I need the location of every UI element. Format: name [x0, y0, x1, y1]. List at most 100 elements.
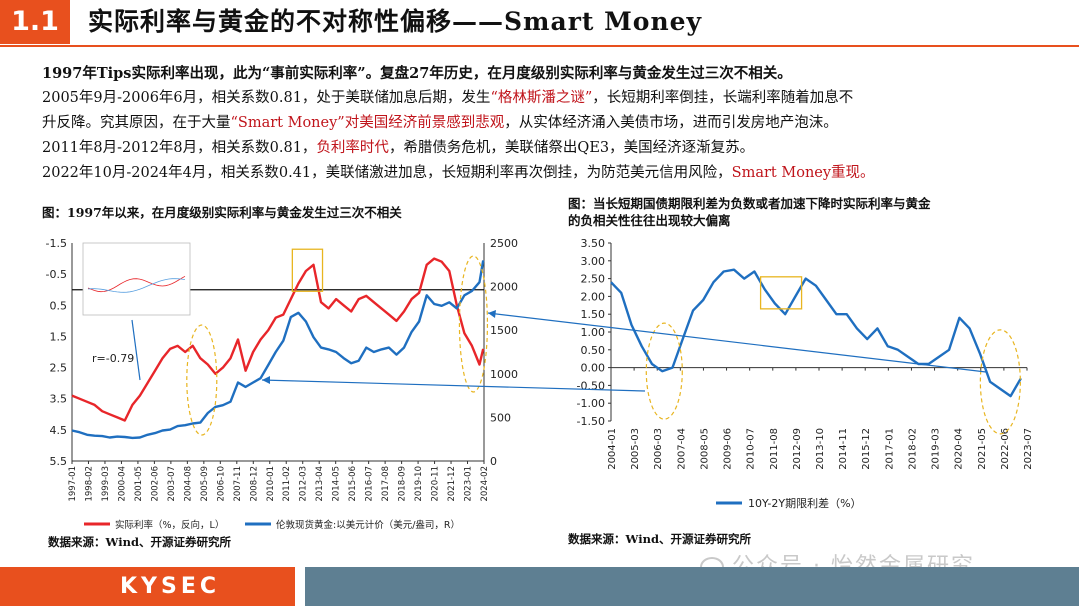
right-chart-source: 数据来源：Wind、开源证券研究所 [568, 532, 751, 546]
y-tick-label: -0.50 [577, 379, 605, 392]
y-tick-label: 1.50 [581, 308, 606, 321]
right-y-tick: 2000 [490, 281, 518, 294]
kysec-logo: KYSEC [0, 567, 295, 606]
x-tick-label: 2012-09 [792, 428, 803, 470]
x-tick-label: 2021-05 [977, 428, 988, 470]
gold-price-line [71, 260, 485, 440]
slide-header: 1.1 实际利率与黄金的不对称性偏移——Smart Money [0, 0, 1079, 47]
y-tick-label: 0.50 [581, 344, 606, 357]
x-tick-label: 2024-02 [480, 466, 490, 502]
left-y-tick: 0.5 [50, 299, 68, 312]
x-tick-label: 2018-09 [398, 466, 408, 502]
left-y-tick: -0.5 [46, 268, 67, 281]
body-line-4: 2011年8月-2012年8月，相关系数0.81，负利率时代，希腊债务危机，美联… [42, 140, 755, 156]
x-tick-label: 2014-05 [332, 466, 342, 502]
footer-bar [305, 567, 1079, 606]
right-y-tick: 1500 [490, 324, 518, 337]
x-tick-label: 2018-02 [907, 428, 918, 470]
highlight-ellipse-2005 [186, 324, 218, 436]
x-tick-label: 1999-03 [101, 466, 111, 502]
right-chart: 3.50 3.00 2.50 2.00 1.50 1.00 0.50 0.00 -0.50 -1.… [577, 237, 1034, 510]
x-tick-label: 2017-01 [884, 428, 895, 470]
x-tick-label: 2008-12 [249, 466, 259, 502]
right-y-tick: 2500 [490, 237, 518, 250]
highlight-ellipse-2023 [458, 255, 489, 393]
body-line-1: 1997年Tips实际利率出现，此为“事前实际利率”。复盘27年历史，在月度级别… [42, 65, 792, 82]
real-rate-line [71, 257, 485, 422]
arrowhead-2022 [488, 310, 496, 318]
y-tick-label: 3.00 [581, 255, 606, 268]
x-tick-label: 2004-01 [607, 428, 618, 470]
y-tick-label: 0.00 [581, 362, 606, 375]
term-spread-line [610, 268, 1022, 398]
slide-title: 实际利率与黄金的不对称性偏移——Smart Money [88, 7, 703, 36]
x-tick-label: 2015-06 [348, 466, 358, 502]
connector-arrow-2022 [487, 312, 987, 373]
x-tick-label: 2005-03 [630, 428, 641, 470]
x-tick-label: 2013-10 [815, 428, 826, 470]
inset-blue-line [87, 278, 186, 293]
inset-red-line [87, 275, 186, 293]
x-tick-label: 2007-11 [233, 466, 243, 502]
x-tick-label: 2016-07 [365, 466, 375, 502]
x-tick-label: 2005-09 [200, 466, 210, 502]
left-y-tick: 3.5 [50, 393, 68, 406]
x-tick-label: 2011-08 [769, 428, 780, 470]
x-tick-label: 2020-04 [954, 428, 965, 470]
x-tick-label: 2006-03 [653, 428, 664, 470]
highlight-smart-money-return: Smart Money重现。 [731, 165, 875, 181]
x-tick-label: 2004-08 [183, 466, 193, 502]
x-tick-label: 2009-06 [723, 428, 734, 470]
x-tick-label: 2007-04 [676, 428, 687, 470]
left-y-tick: 2.5 [50, 362, 68, 375]
x-tick-label: 2020-11 [431, 466, 441, 502]
legend-spread-label: 10Y-2Y期限利差（%） [748, 496, 862, 510]
x-tick-label: 2003-07 [167, 466, 177, 502]
header-divider [0, 45, 1079, 47]
highlight-ellipse-2023 [979, 329, 1021, 435]
x-tick-label: 2015-12 [861, 428, 872, 470]
y-tick-label: -1.50 [577, 415, 605, 428]
body-line-2: 2005年9月-2006年6月，相关系数0.81，处于美联储加息后期，发生“格林… [42, 90, 854, 106]
y-tick-label: 2.00 [581, 290, 606, 303]
left-y-tick: 1.5 [50, 330, 68, 343]
x-tick-label: 2010-01 [266, 466, 276, 502]
highlight-smart-money: “Smart Money”对美国经济前景感到悲观 [230, 115, 505, 131]
x-tick-label: 2022-06 [1000, 428, 1011, 470]
right-chart-caption-2: 的负相关性往往出现较大偏离 [568, 213, 731, 228]
highlight-ellipse-2006 [645, 322, 683, 420]
x-tick-label: 2017-08 [381, 466, 391, 502]
left-chart-caption: 图：1997年以来，在月度级别实际利率与黄金发生过三次不相关 [42, 205, 402, 220]
left-chart-source: 数据来源：Wind、开源证券研究所 [48, 535, 231, 549]
x-tick-label: 2011-02 [282, 466, 292, 502]
x-tick-label: 2000-04 [117, 466, 127, 502]
left-y-tick: -1.5 [46, 237, 67, 250]
x-tick-label: 2001-05 [134, 466, 144, 502]
x-tick-label: 2019-10 [414, 466, 424, 502]
section-number: 1.1 [0, 0, 70, 44]
x-tick-label: 1998-02 [84, 466, 94, 502]
highlight-box-2012 [759, 276, 803, 310]
y-tick-label: 3.50 [581, 237, 606, 250]
y-tick-label: 2.50 [581, 273, 606, 286]
inset-correlation-label: r=-0.79 [92, 352, 134, 365]
right-y-tick: 500 [490, 411, 511, 424]
legend-real-rate-label: 实际利率（%，反向，L） [115, 519, 224, 531]
footer: KYSEC [0, 567, 1079, 606]
y-tick-label: -1.00 [577, 397, 605, 410]
connector-arrow-2005 [261, 379, 646, 392]
x-tick-label: 2013-04 [315, 466, 325, 502]
x-tick-label: 2014-11 [838, 428, 849, 470]
x-tick-label: 2023-01 [464, 466, 474, 502]
left-y-tick: 4.5 [50, 424, 68, 437]
left-chart: -1.5 -0.5 0.5 1.5 2.5 3.5 4.5 5.5 0 500 1000 1500 20… [46, 237, 518, 531]
legend-gold-label: 伦敦现货黄金:以美元计价（美元/盎司，R） [276, 519, 460, 531]
right-y-tick: 1000 [490, 368, 518, 381]
annotations [261, 310, 987, 392]
x-tick-label: 2012-03 [299, 466, 309, 502]
highlight-negative-rate: 负利率时代 [316, 140, 389, 156]
x-tick-label: 2023-07 [1023, 428, 1034, 470]
x-tick-label: 2010-07 [746, 428, 757, 470]
right-chart-caption-1: 图：当长短期国债期限利差为负数或者加速下降时实际利率与黄金 [568, 196, 931, 211]
